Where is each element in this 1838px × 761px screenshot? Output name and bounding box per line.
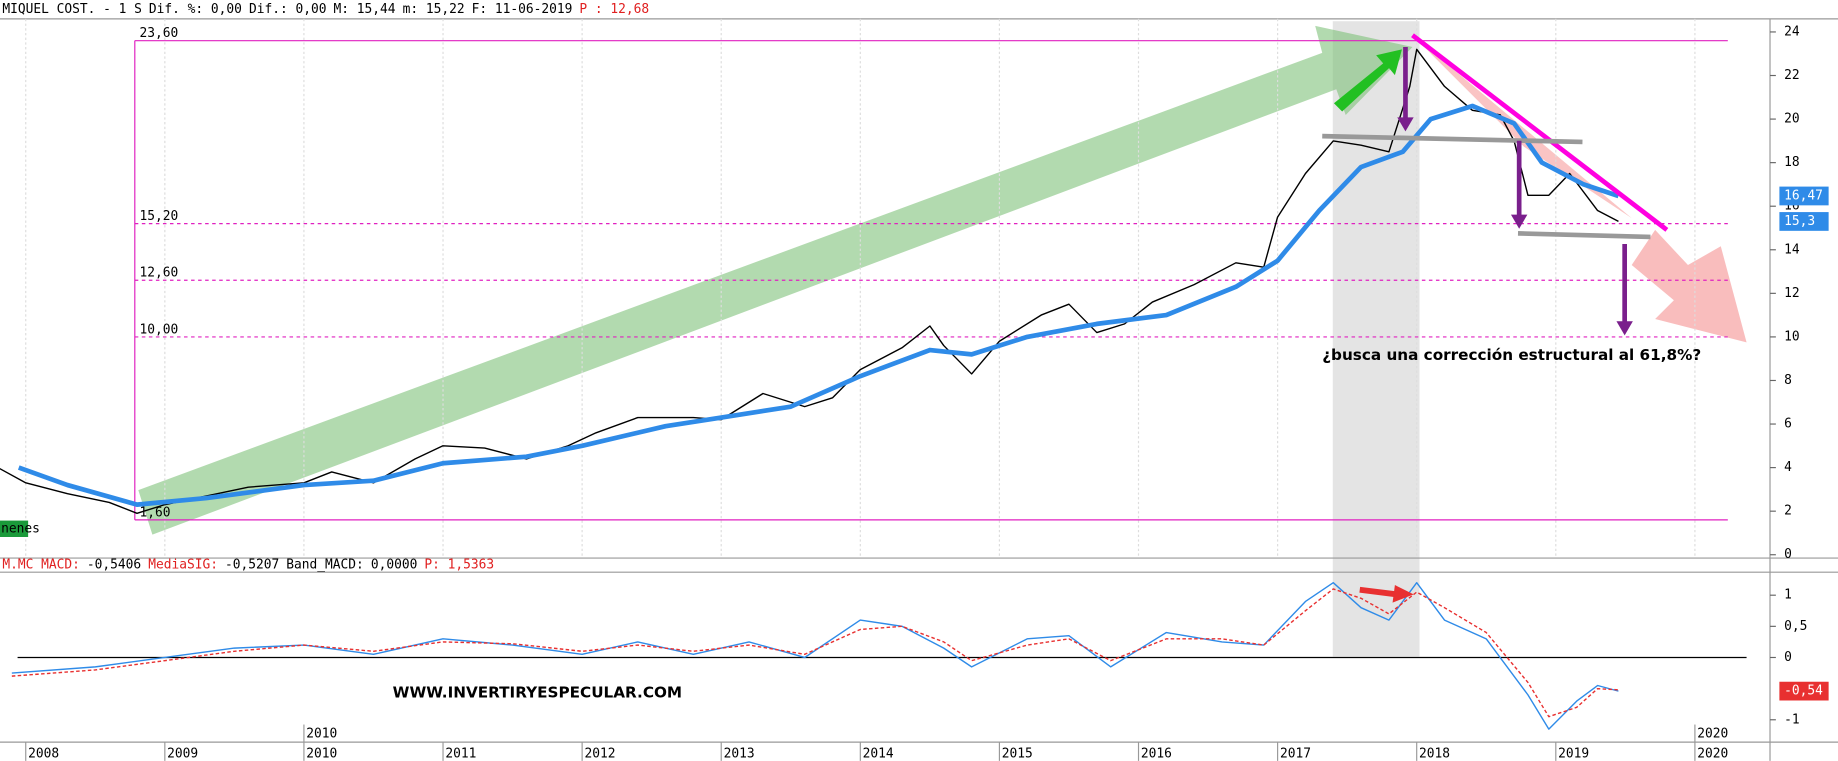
watermark: WWW.INVERTIRYESPECULAR.COM — [393, 683, 682, 701]
drawing — [1517, 231, 1651, 240]
last-value-badge — [1779, 681, 1829, 701]
y-tick-label: 12 — [1784, 286, 1800, 301]
y-tick-label: 20 — [1784, 112, 1800, 127]
header-item: 0,0000 — [371, 558, 418, 573]
drawing — [1411, 33, 1669, 232]
drawing — [1392, 585, 1414, 603]
x-tick-label: 2010 — [306, 746, 337, 761]
header-item: M: 15,44 — [334, 2, 396, 17]
header-item: P: 1,5363 — [424, 558, 494, 573]
level-label: 15,20 — [139, 209, 178, 224]
y-tick-label: 10 — [1784, 329, 1800, 344]
series-line — [11, 588, 1619, 718]
side-label: nenes — [1, 521, 40, 536]
y-tick-label: 22 — [1784, 68, 1800, 83]
side-label-box — [0, 520, 29, 537]
x-tick-label: 2016 — [1141, 746, 1172, 761]
y-tick-label: 0 — [1784, 547, 1792, 562]
last-value-label: 15,3 — [1784, 214, 1815, 229]
x-tick-label: 2015 — [1002, 746, 1033, 761]
header-item: P : 12,68 — [579, 2, 649, 17]
header-item: M.MC MACD: — [2, 558, 80, 573]
x-tick-label: 2013 — [724, 746, 755, 761]
x-tick-label: 2009 — [167, 746, 198, 761]
series-line — [17, 103, 1620, 507]
level-label: 1,60 — [139, 505, 170, 520]
drawing — [1333, 49, 1402, 112]
last-value-badge — [1779, 212, 1829, 231]
y-tick-label: 4 — [1784, 460, 1792, 475]
header-item: MIQUEL COST. - 1 S — [2, 2, 142, 17]
x-tick-label: 2014 — [863, 746, 894, 761]
drawing — [1322, 133, 1583, 145]
header-item: MediaSIG: — [148, 558, 218, 573]
series-line — [0, 48, 1619, 515]
y-tick-label: 8 — [1784, 373, 1792, 388]
header-item: F: 11-06-2019 — [472, 2, 573, 17]
header-item: m: 15,22 — [403, 2, 465, 17]
level-label: 23,60 — [139, 26, 178, 41]
y-tick-label: 18 — [1784, 155, 1800, 170]
drawing — [1397, 117, 1414, 132]
last-value-label: -0,54 — [1784, 684, 1823, 699]
decade-label: 2020 — [1697, 726, 1728, 741]
x-tick-label: 2012 — [584, 746, 615, 761]
y-tick-label: 0,5 — [1784, 619, 1807, 634]
y-tick-label: 2 — [1784, 504, 1792, 519]
last-value-label: 16,47 — [1784, 188, 1823, 203]
header-item: Band_MACD: — [286, 558, 364, 573]
x-tick-label: 2011 — [445, 746, 476, 761]
series-line — [11, 582, 1619, 730]
y-tick-label: 1 — [1784, 588, 1792, 603]
level-label: 12,60 — [139, 266, 178, 281]
header-item: Dif.: 0,00 — [249, 2, 327, 17]
down-arrow — [1631, 229, 1747, 343]
last-value-badge — [1779, 186, 1829, 206]
header-item: Dif. %: 0,00 — [149, 2, 242, 17]
y-tick-label: -1 — [1784, 712, 1800, 727]
annotation: ¿busca una corrección estructural al 61,… — [1322, 346, 1701, 364]
header-item: -0,5406 — [87, 558, 141, 573]
y-tick-label: 24 — [1784, 24, 1800, 39]
drawing — [1616, 321, 1633, 336]
x-tick-label: 2019 — [1558, 746, 1589, 761]
level-label: 10,00 — [139, 322, 178, 337]
x-tick-label: 2017 — [1280, 746, 1311, 761]
x-tick-label: 2018 — [1419, 746, 1450, 761]
header-item: -0,5207 — [225, 558, 279, 573]
drawing — [1510, 214, 1528, 229]
decade-label: 2010 — [306, 726, 337, 741]
drawing — [1359, 586, 1398, 598]
y-tick-label: 14 — [1784, 242, 1800, 257]
y-tick-label: 6 — [1784, 417, 1792, 432]
x-tick-label: 2008 — [28, 746, 59, 761]
x-tick-label: 2020 — [1697, 746, 1728, 761]
y-tick-label: 0 — [1784, 650, 1792, 665]
